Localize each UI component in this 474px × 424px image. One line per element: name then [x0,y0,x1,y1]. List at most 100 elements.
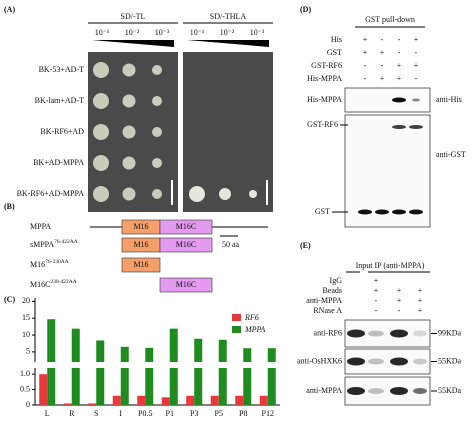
medium-label: SD/-TL [121,12,146,21]
sign: + [380,48,385,57]
antibody: anti-MPPA [306,386,342,395]
antibody: anti-RF6 [314,328,342,337]
band [392,209,406,215]
sign: + [418,306,423,315]
sign: - [375,306,378,315]
row-label: His [331,35,342,44]
bar [112,395,121,405]
band [390,329,408,338]
sign: - [415,48,418,57]
bar [137,395,146,405]
header: Input IP (anti-MPPA) [356,261,425,270]
colony [152,158,162,168]
plate [183,52,273,212]
x-tick-label: P5 [215,409,223,418]
sign: + [418,296,423,305]
colony [93,186,109,202]
sign: - [381,35,384,44]
colony [122,125,136,139]
bar [267,348,276,362]
legend-swatch [232,326,241,333]
bar [96,340,105,362]
y-tick-label: 5 [26,347,30,356]
bar [96,368,105,405]
panel-label: (D) [300,5,311,14]
bar [88,403,97,405]
domain [159,277,213,293]
sign: + [397,296,402,305]
colony [93,124,109,140]
domain-label: M16C [176,280,196,289]
bar [243,368,252,405]
colony [122,63,136,77]
band [390,387,408,395]
sign: + [380,74,385,83]
legend-swatch [232,314,241,321]
row-label: GST-RF6 [311,61,342,70]
strain-label: BK-RF6+AD-MPPA [17,189,85,198]
band-label: GST-RF6 [307,120,338,129]
band [409,209,423,215]
x-tick-label: L [45,409,50,418]
dilution: 10⁻² [220,28,235,37]
header: GST pull-down [365,15,415,24]
colony [219,188,231,200]
domain [159,237,213,253]
bar [186,395,195,405]
colony [152,127,162,137]
dilution: 10⁻¹ [95,28,110,37]
band [368,358,384,365]
band [413,330,427,337]
bar [194,338,203,362]
x-tick-label: I [119,409,122,418]
construct-range: 238-422AA [50,279,76,285]
colony [122,156,136,170]
sign: + [374,286,379,295]
legend-label: RF6 [244,313,259,322]
colony [152,65,162,75]
sign: + [374,276,379,285]
mw-label: 99KDa [438,328,462,337]
band [347,357,365,366]
band [409,125,423,129]
domain [159,219,213,235]
construct-name: M16C238-422AA [30,279,77,289]
band [368,330,384,337]
mw-label: 55KDa [438,386,462,395]
band [347,329,365,338]
dilution: 10⁻³ [250,28,265,37]
y-tick-label: 0 [26,400,30,409]
antibody: anti-OsHXK6 [297,356,342,365]
colony [93,93,109,109]
construct-name: sMPPA76-422AA [30,239,78,249]
x-tick-label: P0.5 [138,409,152,418]
x-tick-label: P12 [262,409,274,418]
bar [218,368,227,405]
band [358,209,372,215]
sign: + [397,74,402,83]
sign: - [381,61,384,70]
panel-label: (C) [4,295,15,304]
bar [47,319,56,362]
bar [210,395,219,405]
sign: + [363,48,368,57]
strain-label: BK+AD-MPPA [33,158,84,167]
band-label: GST [315,207,330,216]
colony [122,94,136,108]
sign: - [398,35,401,44]
y-tick-label: 15 [22,313,30,322]
wedge [187,40,269,47]
band [390,357,408,366]
sign: + [363,35,368,44]
strain-label: BK-RF6+AD [40,127,84,136]
panel-label: (E) [300,241,311,250]
construct-range: 76-422AA [54,239,78,245]
row-label: anti-MPPA [306,296,342,305]
domain-label: M16C [176,222,196,231]
strain-label: BK-lam+AD-T [35,96,85,105]
bar [120,368,129,405]
x-tick-label: R [69,409,75,418]
sign: + [414,35,419,44]
